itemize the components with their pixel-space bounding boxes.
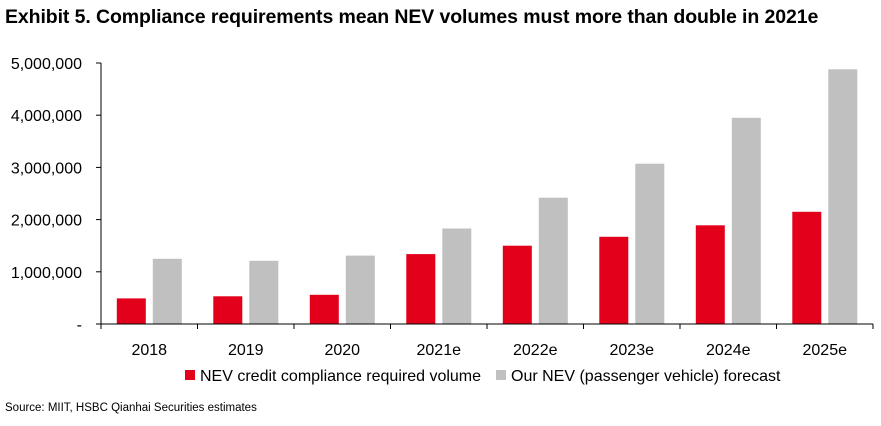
y-tick-label: 1,000,000 [11,265,82,282]
source-note: Source: MIIT, HSBC Qianhai Securities es… [5,402,257,414]
x-tick-label: 2022e [513,342,558,359]
bar-compliance-2023e [599,236,629,324]
bar-compliance-2021e [406,254,436,324]
bar-compliance-2022e [502,245,532,324]
bar-forecast-2022e [538,197,568,324]
x-tick-label: 2019 [228,342,264,359]
bars-group [116,69,858,325]
legend-swatch-forecast [496,370,506,380]
x-tick-label: 2023e [610,342,655,359]
y-tick-label: 5,000,000 [11,56,82,73]
bar-forecast-2020 [345,255,375,324]
legend-label-forecast: Our NEV (passenger vehicle) forecast [511,368,781,385]
bar-forecast-2025e [828,69,858,324]
x-tick-labels: 2018 2019 2020 2021e 2022e 2023e 2024e 2025e [131,342,847,359]
bar-forecast-2023e [635,163,665,324]
y-tick-label: 4,000,000 [11,108,82,125]
y-tick-label: 2,000,000 [11,213,82,230]
x-tick-label: 2018 [131,342,167,359]
bar-forecast-2021e [442,228,472,324]
legend-label-compliance: NEV credit compliance required volume [200,368,481,385]
legend-swatch-compliance [185,370,195,380]
bar-forecast-2019 [249,260,279,324]
legend: NEV credit compliance required volume Our… [185,368,781,385]
x-tick-label: 2024e [706,342,751,359]
bar-forecast-2018 [152,258,182,325]
x-tick-label: 2021e [417,342,462,359]
y-tick-label: - [77,317,82,334]
y-tick-labels: - 1,000,000 2,000,000 3,000,000 4,000,000 5,0… [11,56,82,334]
y-tick-label: 3,000,000 [11,160,82,177]
chart-title: Exhibit 5. Compliance requirements mean … [5,6,819,28]
bar-compliance-2019 [213,296,243,324]
bar-compliance-2018 [116,298,146,324]
x-tick-label: 2025e [803,342,848,359]
bar-forecast-2024e [731,117,761,324]
bar-compliance-2024e [695,225,725,324]
bar-compliance-2020 [309,294,339,324]
x-tick-label: 2020 [324,342,360,359]
bar-compliance-2025e [792,211,822,324]
axes-group [96,62,874,329]
